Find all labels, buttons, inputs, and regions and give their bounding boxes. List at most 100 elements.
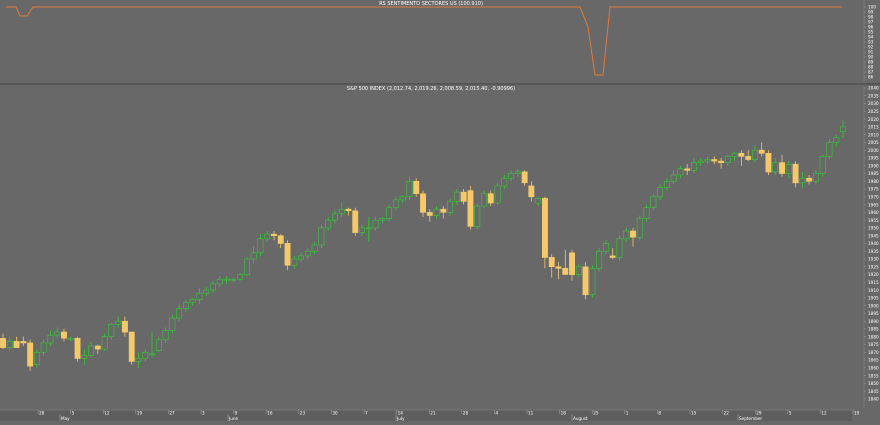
candle-up (81, 355, 88, 359)
price-tick-label: 1905 (868, 296, 879, 301)
x-day-ticks: 28 5 12 19 27 3 9 16 23 30 7 14 21 28 4 11 18 25 1 8 15 22 29 5… (37, 410, 860, 416)
price-tick-label: 1855 (868, 373, 879, 378)
price-tick-label: 1865 (868, 358, 879, 363)
candle-up (677, 168, 684, 176)
candle-up (223, 278, 230, 281)
candle-up (399, 196, 406, 201)
price-tick-label: 2040 (868, 86, 879, 91)
x-day-label: 14 (398, 411, 404, 416)
candle-up (379, 218, 386, 221)
indicator-tick-label: 92 (868, 45, 874, 50)
candle-up (535, 198, 542, 204)
candle-up (386, 207, 393, 219)
price-tick-label: 1965 (868, 202, 879, 207)
x-day-label: 1 (626, 411, 629, 416)
x-day-label: 11 (528, 411, 534, 416)
candle-up (501, 177, 508, 187)
indicator-tick-label: 100 (868, 5, 876, 10)
indicator-tick-label: 91 (868, 50, 874, 55)
price-tick-label: 2015 (868, 125, 879, 130)
candle-down (27, 342, 34, 367)
price-tick-label: 1910 (868, 288, 879, 293)
candle-down (562, 267, 569, 275)
candle-up (6, 341, 13, 348)
indicator-line-layer (6, 6, 842, 76)
x-day-label: 28 (39, 411, 45, 416)
candle-up (162, 330, 169, 341)
x-day-label: 19 (137, 411, 143, 416)
price-tick-label: 1985 (868, 171, 879, 176)
candle-up (108, 323, 115, 337)
price-tick-label: 2010 (868, 132, 879, 137)
x-day-label: 15 (691, 411, 697, 416)
x-month-label: September (739, 416, 762, 421)
indicator-tick-label: 88 (868, 65, 874, 70)
candle-up (596, 250, 603, 269)
indicator-tick-label: 98 (868, 15, 874, 20)
price-tick-label: 1920 (868, 272, 879, 277)
price-tick-label: 1980 (868, 179, 879, 184)
candle-up (257, 238, 264, 254)
candle-up (474, 205, 481, 227)
x-month-label: August (573, 416, 588, 421)
candle-up (304, 250, 311, 257)
candle-up (663, 181, 670, 188)
candle-up (298, 255, 304, 260)
candle-up (142, 351, 149, 359)
candle-up (406, 181, 413, 198)
candle-up (189, 299, 196, 303)
candle-down (420, 193, 426, 213)
candle-down (711, 159, 718, 162)
candle-down (569, 252, 576, 275)
price-tick-label: 1885 (868, 327, 879, 332)
candle-up (169, 317, 176, 331)
x-day-label: 12 (104, 411, 110, 416)
candle-up (149, 353, 155, 356)
candle-up (230, 278, 237, 281)
candle-down (521, 171, 528, 184)
price-tick-label: 2025 (868, 109, 879, 114)
indicator-title: RS SENTIMENTO SECTORES US (100.910) (379, 1, 483, 7)
x-day-label: 22 (724, 411, 730, 416)
price-tick-label: 1955 (868, 218, 879, 223)
indicator-series-line (6, 6, 842, 76)
candle-up (453, 191, 460, 202)
price-tick-label: 1880 (868, 334, 879, 339)
candle-down (467, 190, 474, 227)
candle-down (277, 235, 284, 244)
indicator-tick-label: 93 (868, 40, 874, 45)
candle-down (345, 208, 352, 212)
candle-down (426, 212, 433, 216)
price-tick-label: 1975 (868, 187, 879, 192)
candle-up (331, 213, 338, 221)
candle-up (670, 174, 677, 182)
candle-down (128, 331, 135, 362)
candle-up (480, 193, 487, 207)
indicator-tick-label: 97 (868, 20, 874, 25)
candle-up (88, 345, 95, 356)
candle-up (392, 199, 399, 208)
candle-down (487, 193, 494, 204)
x-month-label: May (61, 416, 70, 421)
candle-down (352, 210, 359, 233)
indicator-tick-label: 95 (868, 30, 874, 35)
candle-down (528, 185, 535, 198)
x-day-label: 4 (495, 411, 498, 416)
candle-down (460, 191, 467, 202)
x-day-label: 9 (235, 411, 238, 416)
candle-up (799, 177, 806, 184)
candle-up (183, 302, 189, 309)
candle-down (13, 341, 20, 348)
indicator-tick-label: 87 (868, 70, 874, 75)
candle-up (772, 162, 779, 173)
x-month-label: July (396, 416, 405, 421)
x-axis-band (0, 410, 852, 421)
candle-down (718, 160, 725, 164)
candle-up (325, 219, 332, 229)
x-day-label: 23 (300, 411, 306, 416)
candle-down (738, 153, 745, 157)
candle-down (74, 337, 81, 359)
